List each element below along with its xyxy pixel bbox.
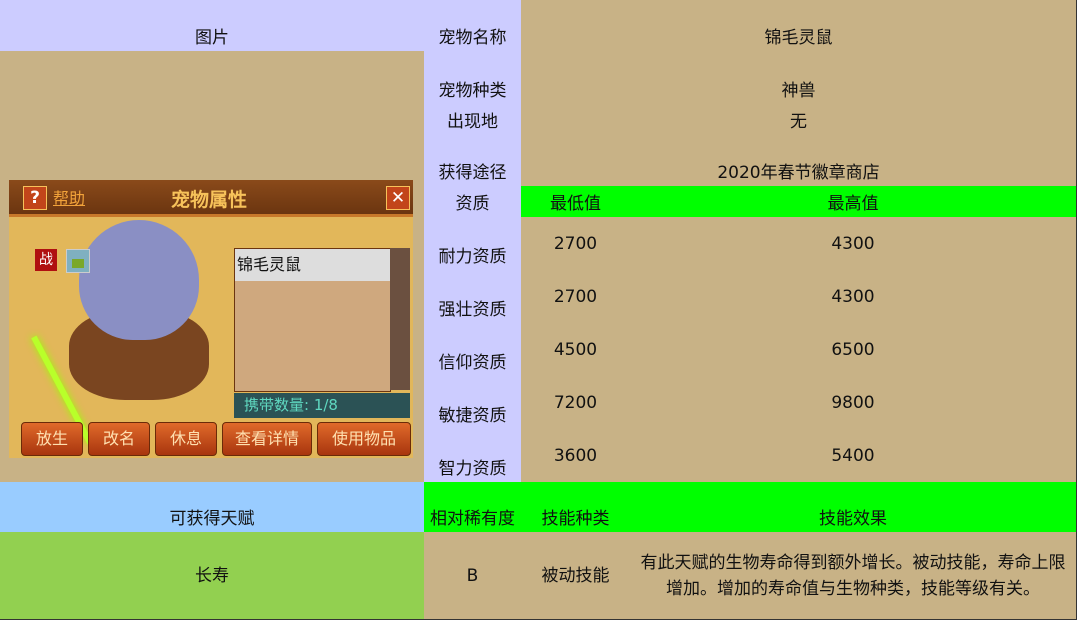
aptitude-min: 3600 <box>521 429 631 483</box>
aptitude-name: 智力资质 <box>424 429 522 483</box>
pet-name-label: 宠物名称 <box>424 0 522 52</box>
aptitude-max: 4300 <box>630 217 1077 271</box>
location-value: 无 <box>521 104 1077 136</box>
aptitude-min: 4500 <box>521 323 631 377</box>
aptitude-max: 4300 <box>630 270 1077 324</box>
lock-icon[interactable] <box>66 249 90 273</box>
talent-rarity: B <box>424 532 522 620</box>
source-value: 2020年春节徽章商店 <box>521 135 1077 187</box>
source-label: 获得途径 <box>424 135 522 187</box>
carry-count: 携带数量: 1/8 <box>234 393 410 418</box>
location-label: 出现地 <box>424 104 522 136</box>
close-icon[interactable]: ✕ <box>386 186 410 210</box>
aptitude-max: 6500 <box>630 323 1077 377</box>
min-header: 最低值 <box>521 186 631 218</box>
talent-type: 被动技能 <box>521 532 631 620</box>
aptitude-name: 信仰资质 <box>424 323 522 377</box>
pet-screenshot: ? 帮助 宠物属性 ✕ 战 锦毛灵鼠 携带数量: 1/8 放生 改名 休息 查看… <box>9 180 413 458</box>
max-header: 最高值 <box>630 186 1077 218</box>
talent-effect: 有此天赋的生物寿命得到额外增长。被动技能，寿命上限增加。增加的寿命值与生物种类，… <box>630 532 1077 620</box>
skill-effect-header: 技能效果 <box>630 482 1077 533</box>
talent-name: 长寿 <box>0 532 425 620</box>
pet-name-value: 锦毛灵鼠 <box>521 0 1077 52</box>
aptitude-name: 敏捷资质 <box>424 376 522 430</box>
aptitude-min: 7200 <box>521 376 631 430</box>
rest-button[interactable]: 休息 <box>155 422 217 456</box>
pet-type-label: 宠物种类 <box>424 51 522 105</box>
aptitude-min: 2700 <box>521 270 631 324</box>
pet-list-item[interactable]: 锦毛灵鼠 <box>235 249 390 281</box>
rarity-header: 相对稀有度 <box>424 482 522 533</box>
release-button[interactable]: 放生 <box>21 422 83 456</box>
scrollbar[interactable] <box>390 248 410 390</box>
window-titlebar <box>9 180 413 217</box>
aptitude-max: 5400 <box>630 429 1077 483</box>
aptitude-min: 2700 <box>521 217 631 271</box>
aptitude-header: 资质 <box>424 186 522 218</box>
rename-button[interactable]: 改名 <box>88 422 150 456</box>
skill-type-header: 技能种类 <box>521 482 631 533</box>
aptitude-name: 强壮资质 <box>424 270 522 324</box>
aptitude-max: 9800 <box>630 376 1077 430</box>
help-link[interactable]: 帮助 <box>53 189 86 208</box>
pet-list: 锦毛灵鼠 <box>234 248 391 392</box>
aptitude-name: 耐力资质 <box>424 217 522 271</box>
use-item-button[interactable]: 使用物品 <box>317 422 411 456</box>
window-title: 宠物属性 <box>171 189 248 211</box>
details-button[interactable]: 查看详情 <box>222 422 312 456</box>
image-header: 图片 <box>0 0 425 52</box>
talent-header: 可获得天赋 <box>0 482 425 533</box>
pet-head <box>79 220 199 340</box>
battle-badge: 战 <box>35 249 57 271</box>
pet-type-value: 神兽 <box>521 51 1077 105</box>
help-icon[interactable]: ? <box>23 186 47 210</box>
